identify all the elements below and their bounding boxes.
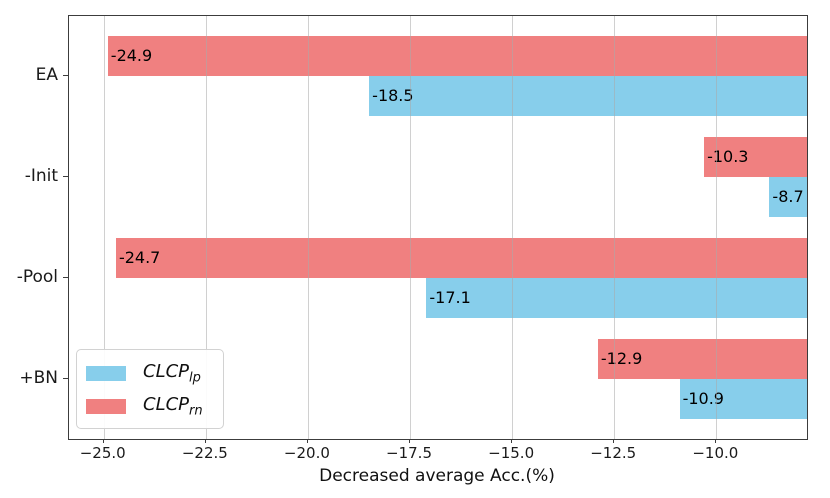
- gridline-x: [614, 16, 616, 439]
- bar-value-label-CLCP_rn--Pool: -24.7: [118, 247, 161, 267]
- legend-label-lp-sub: lp: [189, 370, 201, 386]
- bar-value-label-CLCP_rn-EA: -24.9: [110, 45, 153, 65]
- bar-CLCP_lp-+BN: [679, 378, 807, 419]
- x-tick-mark: [306, 439, 308, 443]
- bar-CLCP_rn-+BN: [597, 338, 807, 379]
- x-axis-label: Decreased average Acc.(%): [319, 466, 555, 486]
- x-tick-label: −15.0: [488, 444, 535, 462]
- bar-value-label-CLCP_rn-+BN: -12.9: [600, 348, 643, 368]
- legend-swatch-lp: [86, 365, 126, 381]
- y-tick-mark: [63, 377, 68, 379]
- x-tick-label: −25.0: [79, 444, 126, 462]
- gridline-x: [307, 16, 309, 439]
- y-tick-mark: [63, 175, 68, 177]
- gridline-x: [103, 16, 105, 439]
- x-tick-label: −22.5: [181, 444, 228, 462]
- legend-label-rn-base: CLCP: [143, 393, 190, 415]
- x-tick-mark: [409, 439, 411, 443]
- x-tick-label: −10.0: [692, 444, 739, 462]
- x-tick-mark: [613, 439, 615, 443]
- legend-item-clcp-rn: CLCPrn: [86, 394, 203, 418]
- bar-value-label-CLCP_lp-+BN: -10.9: [682, 388, 724, 408]
- bar-CLCP_lp-EA: [369, 75, 807, 116]
- legend-label-rn-sub: rn: [189, 403, 203, 419]
- x-tick-mark: [204, 439, 206, 443]
- y-tick-label--Init: -Init: [24, 165, 58, 186]
- bar-CLCP_rn--Pool: [115, 237, 807, 278]
- bars-layer: -24.9 -18.5 -10.3 -8.7 -24.7 -17.1 -12.9 -10.9: [69, 16, 807, 439]
- gridline-x: [512, 16, 514, 439]
- gridline-x: [410, 16, 412, 439]
- legend-swatch-rn: [86, 398, 126, 414]
- y-tick-mark: [63, 276, 68, 278]
- x-tick-mark: [102, 439, 104, 443]
- gridline-x: [716, 16, 718, 439]
- legend-item-clcp-lp: CLCPlp: [86, 361, 201, 385]
- grid-layer: [69, 16, 807, 439]
- x-tick-mark: [511, 439, 513, 443]
- y-tick-mark: [63, 74, 68, 76]
- legend-label-lp-base: CLCP: [143, 360, 190, 382]
- legend-label-rn: CLCPrn: [143, 394, 203, 419]
- y-tick-label-+BN: +BN: [19, 367, 58, 388]
- x-tick-mark: [715, 439, 717, 443]
- gridline-x: [205, 16, 207, 439]
- bar-CLCP_rn-EA: [107, 35, 807, 76]
- bar-value-label-CLCP_lp-EA: -18.5: [372, 85, 414, 105]
- y-tick-label-EA: EA: [35, 64, 58, 85]
- bar-value-label-CLCP_lp--Pool: -17.1: [429, 287, 471, 307]
- x-tick-label: −12.5: [590, 444, 637, 462]
- bar-value-label-CLCP_lp--Init: -8.7: [772, 186, 804, 206]
- bar-CLCP_lp--Init: [769, 176, 807, 217]
- y-tick-label--Pool: -Pool: [16, 266, 58, 287]
- legend: CLCPlp CLCPrn: [76, 349, 224, 429]
- bar-CLCP_lp--Pool: [426, 277, 807, 318]
- x-tick-label: −17.5: [386, 444, 432, 462]
- legend-label-lp: CLCPlp: [143, 361, 201, 386]
- x-tick-label: −20.0: [283, 444, 330, 462]
- bar-CLCP_rn--Init: [704, 136, 807, 177]
- bar-value-label-CLCP_rn--Init: -10.3: [707, 146, 749, 166]
